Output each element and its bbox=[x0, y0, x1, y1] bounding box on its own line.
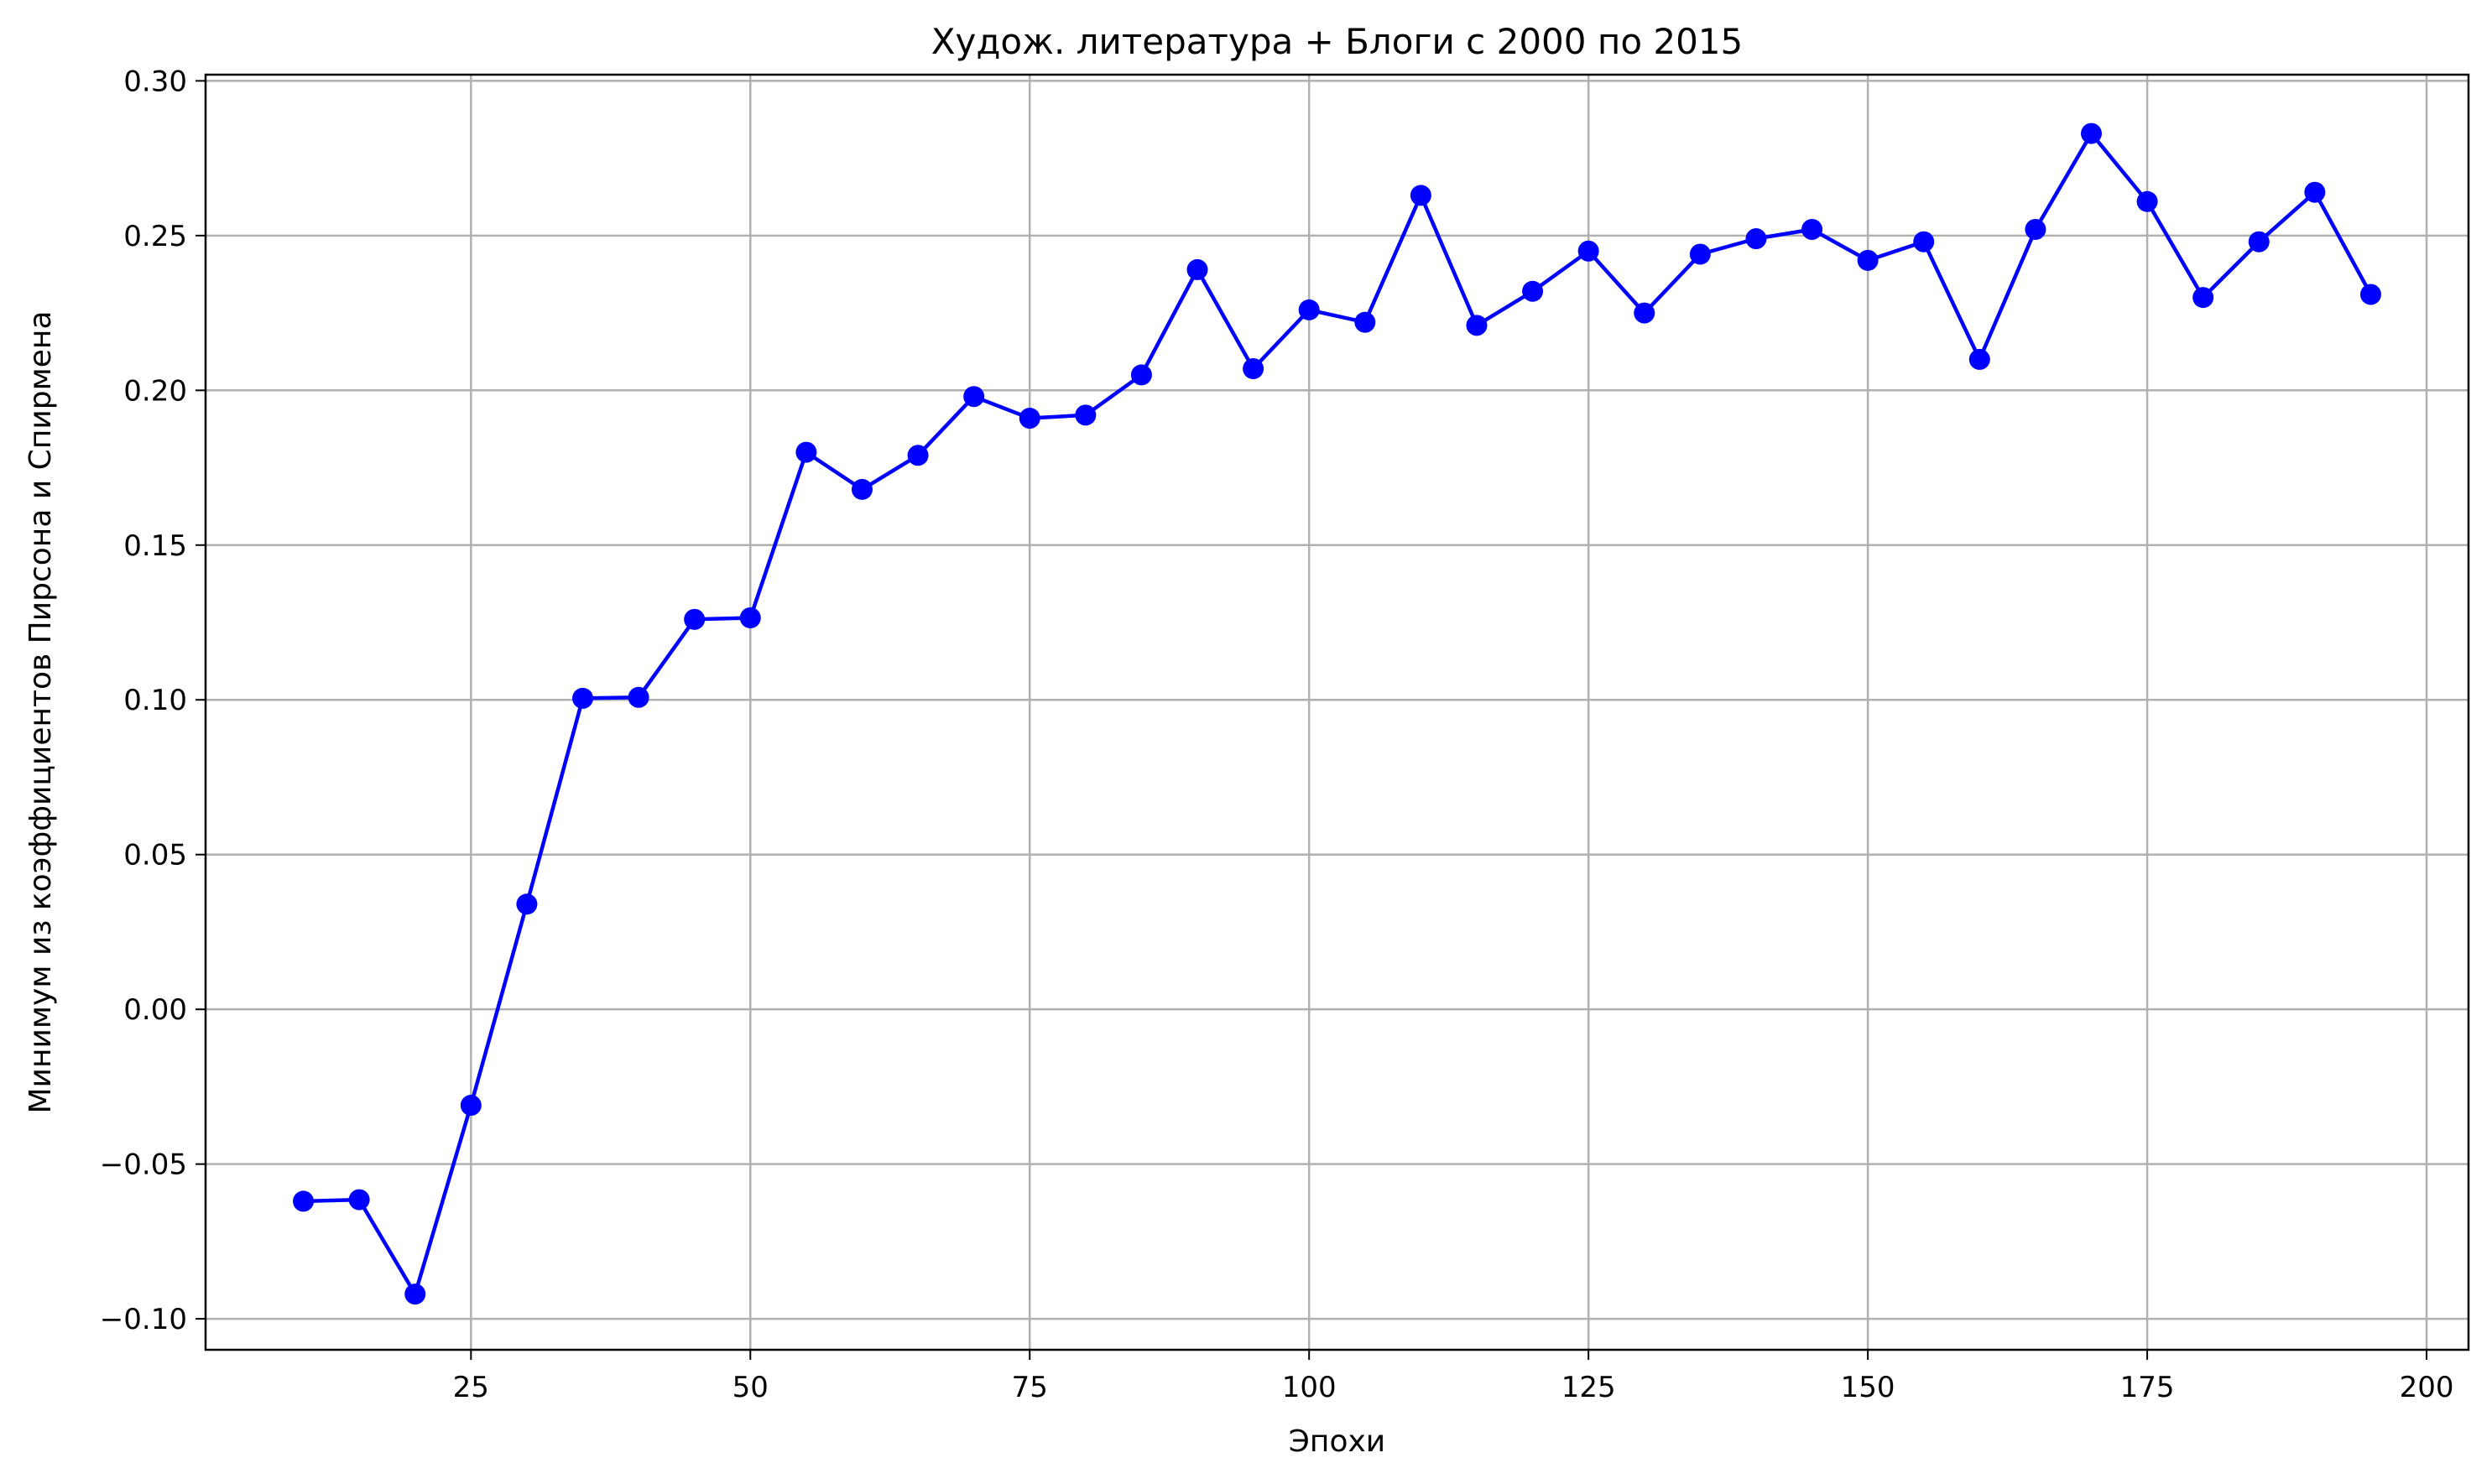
data-point bbox=[1968, 348, 1990, 370]
data-point bbox=[2304, 181, 2326, 203]
data-point bbox=[2248, 231, 2270, 253]
data-point bbox=[963, 386, 985, 408]
data-point bbox=[1634, 302, 1655, 324]
data-point bbox=[684, 608, 706, 630]
data-point bbox=[795, 441, 817, 463]
data-point bbox=[907, 445, 929, 466]
x-tick-label: 125 bbox=[1561, 1371, 1616, 1404]
ticks: 25 50 75 100 125 150 175 200 −0.10 −0.05 0.00 0.05 0… bbox=[100, 65, 2454, 1404]
data-point bbox=[1243, 357, 1264, 379]
x-axis-label: Эпохи bbox=[1289, 1424, 1385, 1459]
data-point bbox=[1410, 185, 1431, 206]
x-tick-label: 175 bbox=[2120, 1371, 2175, 1404]
data-point bbox=[1577, 240, 1599, 262]
data-point bbox=[2025, 218, 2046, 240]
data-point bbox=[1075, 404, 1097, 426]
data-point bbox=[2081, 122, 2102, 144]
series-line bbox=[303, 131, 2373, 1296]
y-tick-label: −0.05 bbox=[100, 1148, 187, 1182]
data-point bbox=[293, 1190, 315, 1212]
data-point bbox=[1913, 231, 1935, 253]
data-point bbox=[1745, 228, 1767, 250]
data-point bbox=[1801, 218, 1823, 240]
x-tick-label: 50 bbox=[732, 1371, 769, 1404]
data-point bbox=[2359, 284, 2381, 305]
data-point bbox=[348, 1189, 370, 1211]
data-point bbox=[516, 893, 538, 915]
y-axis-label: Минимум из коэффициентов Пирсона и Спирм… bbox=[23, 310, 58, 1113]
x-tick-label: 75 bbox=[1012, 1371, 1048, 1404]
data-point bbox=[1298, 299, 1320, 320]
data-point bbox=[739, 607, 761, 628]
data-point bbox=[1354, 311, 1376, 333]
chart-title: Худож. литература + Блоги с 2000 по 2015 bbox=[931, 21, 1744, 62]
data-point bbox=[1522, 280, 1544, 302]
y-tick-label: 0.05 bbox=[123, 839, 187, 872]
x-tick-label: 25 bbox=[453, 1371, 489, 1404]
data-point bbox=[1186, 258, 1208, 280]
y-tick-label: 0.25 bbox=[123, 220, 187, 253]
plot-frame bbox=[204, 73, 2470, 1351]
y-tick-label: 0.15 bbox=[123, 529, 187, 563]
x-tick-label: 200 bbox=[2400, 1371, 2454, 1404]
x-tick-label: 100 bbox=[1282, 1371, 1337, 1404]
x-tick-label: 150 bbox=[1841, 1371, 1895, 1404]
y-tick-label: −0.10 bbox=[100, 1303, 187, 1336]
series-layer bbox=[293, 122, 2381, 1305]
y-tick-label: 0.30 bbox=[123, 65, 187, 98]
data-point bbox=[404, 1284, 426, 1305]
grid bbox=[206, 75, 2469, 1350]
data-point bbox=[1019, 408, 1040, 430]
data-point bbox=[1466, 315, 1488, 336]
data-point bbox=[851, 478, 873, 500]
y-tick-label: 0.00 bbox=[123, 993, 187, 1027]
data-point bbox=[460, 1095, 482, 1117]
data-point bbox=[1689, 243, 1711, 265]
data-point bbox=[572, 687, 593, 709]
data-point bbox=[1857, 249, 1879, 271]
data-point bbox=[1130, 364, 1152, 386]
data-point bbox=[628, 686, 649, 708]
data-point bbox=[2192, 287, 2214, 309]
data-point bbox=[2136, 190, 2158, 212]
y-tick-label: 0.10 bbox=[123, 684, 187, 717]
y-tick-label: 0.20 bbox=[123, 374, 187, 408]
